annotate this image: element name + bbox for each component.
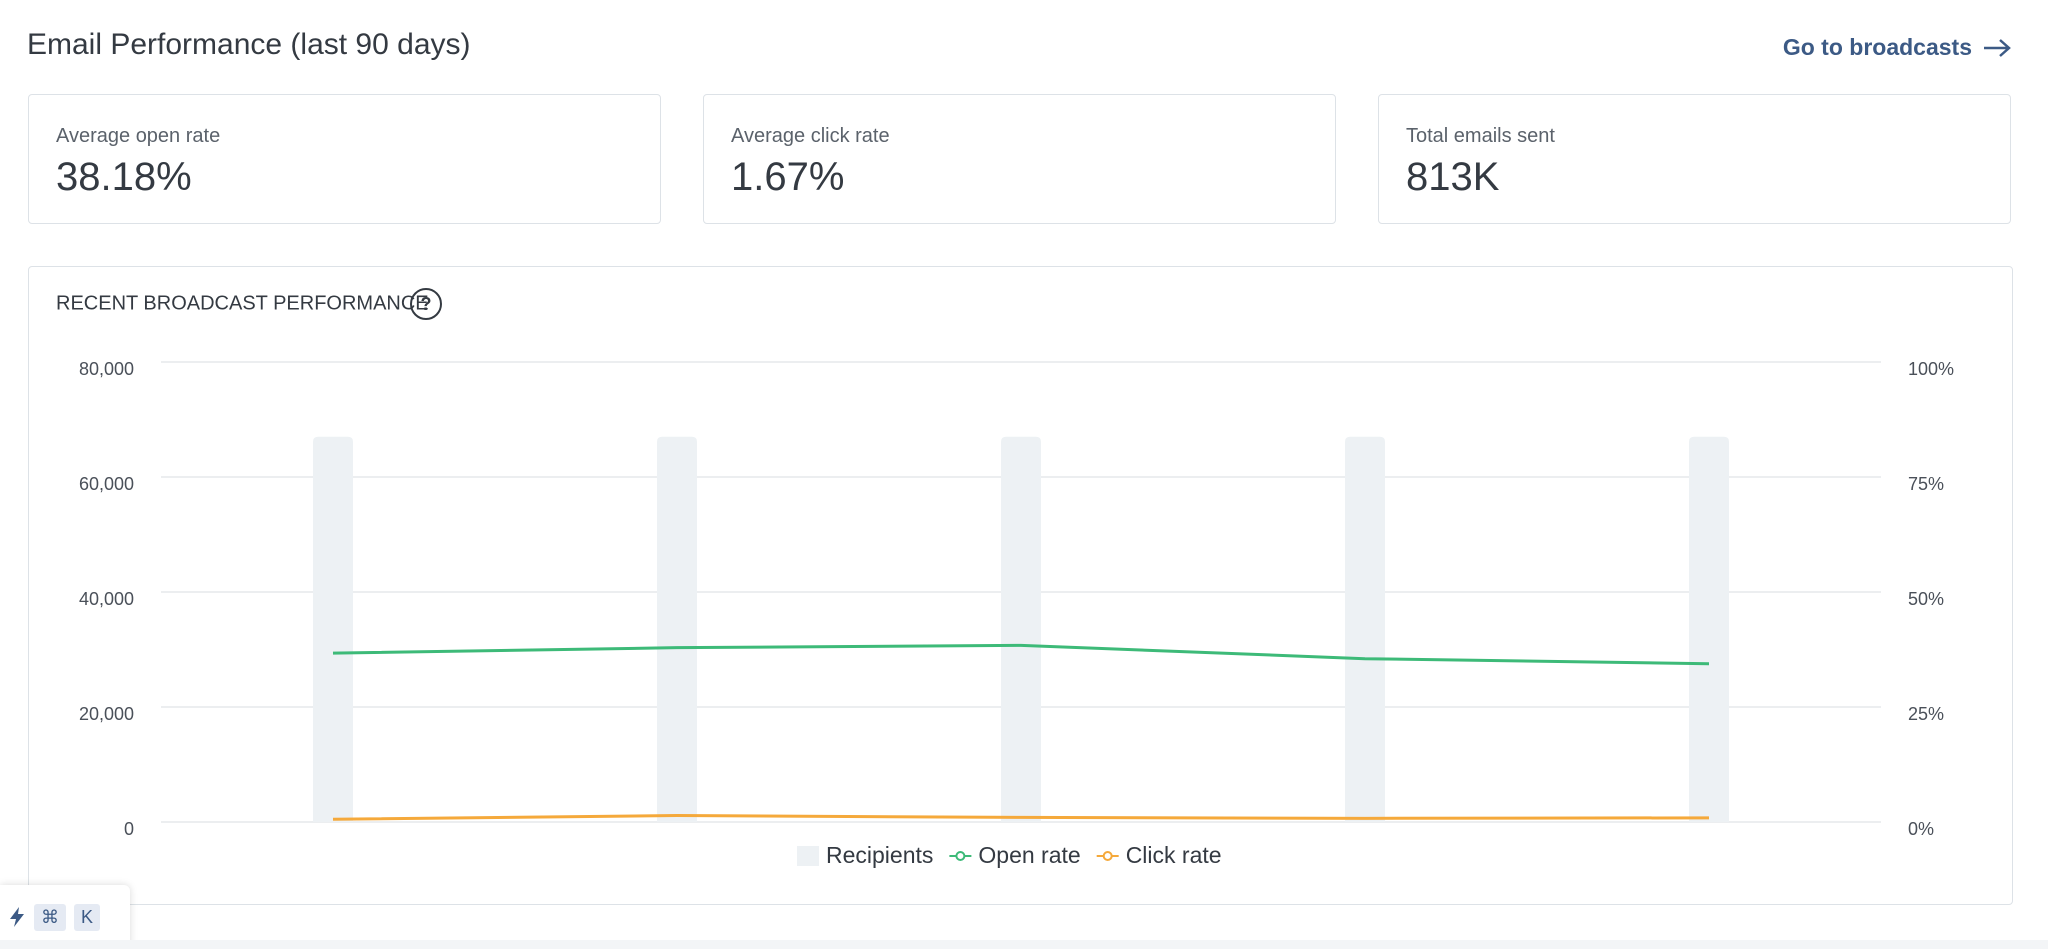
stat-value: 38.18% — [56, 155, 192, 199]
y-tick-label: 60,000 — [79, 474, 134, 494]
y-tick-label: 40,000 — [79, 589, 134, 609]
page-title: Email Performance (last 90 days) — [27, 28, 471, 61]
bar — [1689, 436, 1729, 822]
line — [332, 814, 1710, 821]
bar — [313, 436, 353, 822]
y2-tick-label: 100% — [1908, 359, 1954, 379]
chart-title: RECENT BROADCAST PERFORMANCE — [56, 292, 429, 314]
y2-tick-label: 50% — [1908, 589, 1944, 609]
bar — [657, 436, 697, 822]
bar — [1345, 436, 1385, 822]
y-tick-label: 0 — [124, 819, 134, 839]
stat-card: Average click rate 1.67% — [703, 94, 1336, 224]
y-tick-label: 20,000 — [79, 704, 134, 724]
chart: RECENT BROADCAST PERFORMANCE ? 0 20,000 40… — [56, 288, 1954, 868]
y2-tick-label: 75% — [1908, 474, 1944, 494]
arrow-icon — [1984, 38, 2011, 57]
link-text[interactable]: Go to broadcasts — [1782, 34, 1972, 60]
legend-label: Click rate — [1126, 842, 1222, 868]
stat-label: Total emails sent — [1406, 125, 1555, 147]
legend-swatch — [1102, 851, 1113, 861]
stat-card: Total emails sent 813K — [1378, 94, 2011, 224]
legend-swatch — [955, 851, 966, 861]
stat-card: Average open rate 38.18% — [28, 94, 661, 224]
legend-label: Recipients — [826, 842, 933, 868]
chart-card: RECENT BROADCAST PERFORMANCE ? 0 20,000 40… — [28, 266, 2013, 905]
y-tick-label: 80,000 — [79, 359, 134, 379]
bottom-strip — [0, 940, 2048, 949]
help-icon[interactable] — [410, 288, 442, 320]
stat-label: Average open rate — [56, 125, 221, 147]
stat-value: 813K — [1406, 155, 1500, 199]
stat-label: Average click rate — [731, 125, 890, 147]
legend-label: Open rate — [978, 842, 1080, 868]
legend-swatch — [797, 846, 819, 866]
stat-value: 1.67% — [731, 155, 845, 199]
shortcut-key: ⌘ — [34, 903, 66, 931]
bolt-icon — [10, 907, 24, 927]
broadcasts-link[interactable]: Go to broadcasts — [1783, 34, 2012, 61]
shortcut-key: K — [74, 903, 101, 931]
line — [332, 643, 1710, 666]
shortcut-widget[interactable]: ⌘ K — [0, 885, 130, 949]
y2-tick-label: 0% — [1908, 819, 1934, 839]
bar — [1001, 436, 1041, 822]
help-text[interactable]: ? — [421, 294, 432, 314]
y2-tick-label: 25% — [1908, 704, 1944, 724]
